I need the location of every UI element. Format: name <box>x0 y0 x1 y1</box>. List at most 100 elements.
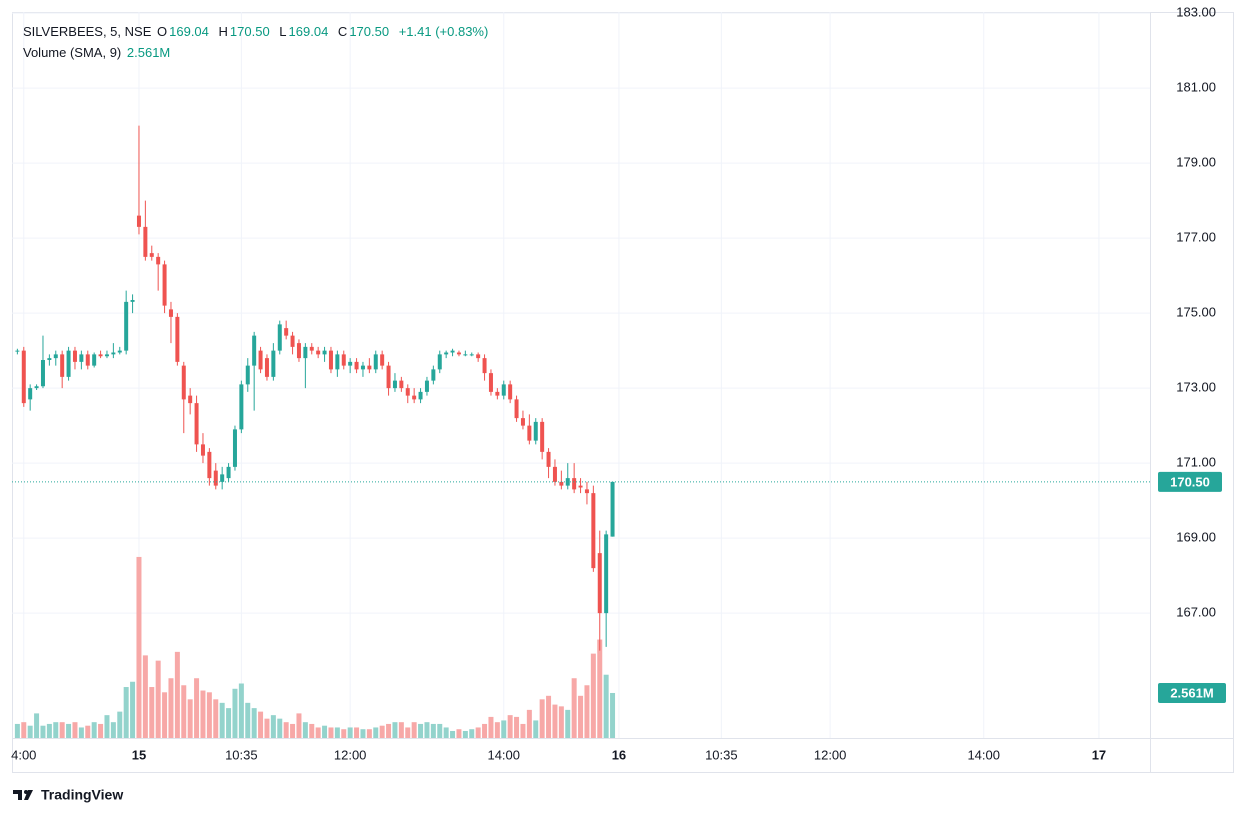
x-tick-label: 14:00 <box>487 747 520 762</box>
last-price-label: 170.50 <box>1170 474 1210 489</box>
volume-bar <box>136 556 142 738</box>
candle-body <box>341 354 346 366</box>
candle-body <box>552 466 557 482</box>
volume-legend: Volume (SMA, 9) 2.561M <box>23 45 176 60</box>
volume-bar <box>264 718 270 738</box>
volume-bar <box>539 699 545 738</box>
candle-body <box>527 425 532 441</box>
candle-body <box>143 226 148 257</box>
candle-body <box>79 354 84 362</box>
volume-bar <box>181 685 187 738</box>
y-tick-label: 173.00 <box>1176 380 1216 395</box>
volume-bar <box>418 723 424 738</box>
candle-body <box>21 350 26 404</box>
x-tick-label: 4:00 <box>11 747 36 762</box>
candle-body <box>463 354 468 356</box>
low-value: 169.04 <box>288 24 329 39</box>
change-value: +1.41 (+0.83%) <box>398 24 489 39</box>
volume-bar <box>430 723 436 738</box>
volume-bar <box>443 727 449 738</box>
candle-body <box>277 324 282 351</box>
volume-bar <box>162 692 168 738</box>
y-tick-label: 171.00 <box>1176 455 1216 470</box>
candle-body <box>34 386 39 389</box>
plot <box>14 125 616 738</box>
volume-bar <box>226 708 232 738</box>
candle-body <box>47 358 52 360</box>
volume-bar <box>514 716 520 738</box>
last-volume-label: 2.561M <box>1170 685 1213 700</box>
volume-bar <box>149 687 155 738</box>
candle-body <box>354 361 359 370</box>
candle-body <box>424 380 429 392</box>
candle-body <box>220 474 225 482</box>
last-price-box <box>1158 471 1222 492</box>
ohlc-legend: SILVERBEES, 5, NSE O 169.04 H 170.50 L 169.… <box>23 24 494 39</box>
volume-bar <box>194 678 200 738</box>
volume-bar <box>328 727 334 738</box>
volume-bar <box>117 711 123 738</box>
volume-bar <box>213 699 219 738</box>
candle-body <box>200 444 205 456</box>
candle-body <box>431 369 436 381</box>
volume-bar <box>520 723 526 738</box>
volume-bar <box>174 651 180 738</box>
volume-bar <box>450 730 456 738</box>
candle-body <box>60 354 65 377</box>
close-value: 170.50 <box>349 24 390 39</box>
y-tick-label: 181.00 <box>1176 80 1216 95</box>
volume-bar <box>85 725 91 738</box>
candle-body <box>98 354 103 357</box>
logo-mark <box>24 790 33 800</box>
candle-body <box>53 354 58 359</box>
volume-bar <box>578 695 584 738</box>
volume-bar <box>309 723 315 738</box>
x-tick-label: 16 <box>612 747 626 762</box>
volume-bar <box>501 720 507 738</box>
candle-body <box>412 395 417 400</box>
volume-bar <box>366 729 372 738</box>
candle-body <box>136 215 141 227</box>
candle-body <box>597 553 602 614</box>
y-tick-label: 177.00 <box>1176 230 1216 245</box>
volume-bar <box>494 722 500 738</box>
candle-body <box>175 316 180 362</box>
candle-body <box>162 264 167 306</box>
candle-body <box>514 399 519 419</box>
candle-body <box>226 466 231 479</box>
candle-body <box>245 365 250 385</box>
volume-bar <box>296 713 302 738</box>
volume-bar <box>238 683 244 738</box>
volume-bar <box>142 655 148 738</box>
volume-bar <box>283 722 289 738</box>
volume-bar <box>168 678 174 738</box>
candle-body <box>296 343 301 359</box>
volume-bar <box>405 727 411 738</box>
volume-bar <box>469 729 475 738</box>
candle-body <box>559 481 564 486</box>
candle-body <box>252 335 257 366</box>
volume-bar <box>437 723 443 738</box>
volume-bar <box>123 687 129 738</box>
x-tick-label: 17 <box>1092 747 1106 762</box>
candle-body <box>572 478 577 490</box>
candle-body <box>456 352 461 355</box>
volume-bar <box>270 715 276 738</box>
volume-bar <box>341 729 347 738</box>
candle-body <box>111 352 116 355</box>
volume-bar <box>219 702 225 738</box>
candle-body <box>194 403 199 445</box>
candle-body <box>181 365 186 400</box>
candle-body <box>578 485 583 488</box>
volume-bar <box>98 723 104 738</box>
candle-body <box>508 384 513 400</box>
candle-body <box>540 421 545 452</box>
x-tick-label: 14:00 <box>967 747 1000 762</box>
x-tick-label: 12:00 <box>334 747 367 762</box>
volume-bar <box>66 723 72 738</box>
volume-title: Volume (SMA, 9) <box>23 45 122 60</box>
candle-body <box>207 451 212 479</box>
volume-bar <box>104 715 110 738</box>
volume-bar <box>533 720 539 738</box>
candle-body <box>284 328 289 336</box>
